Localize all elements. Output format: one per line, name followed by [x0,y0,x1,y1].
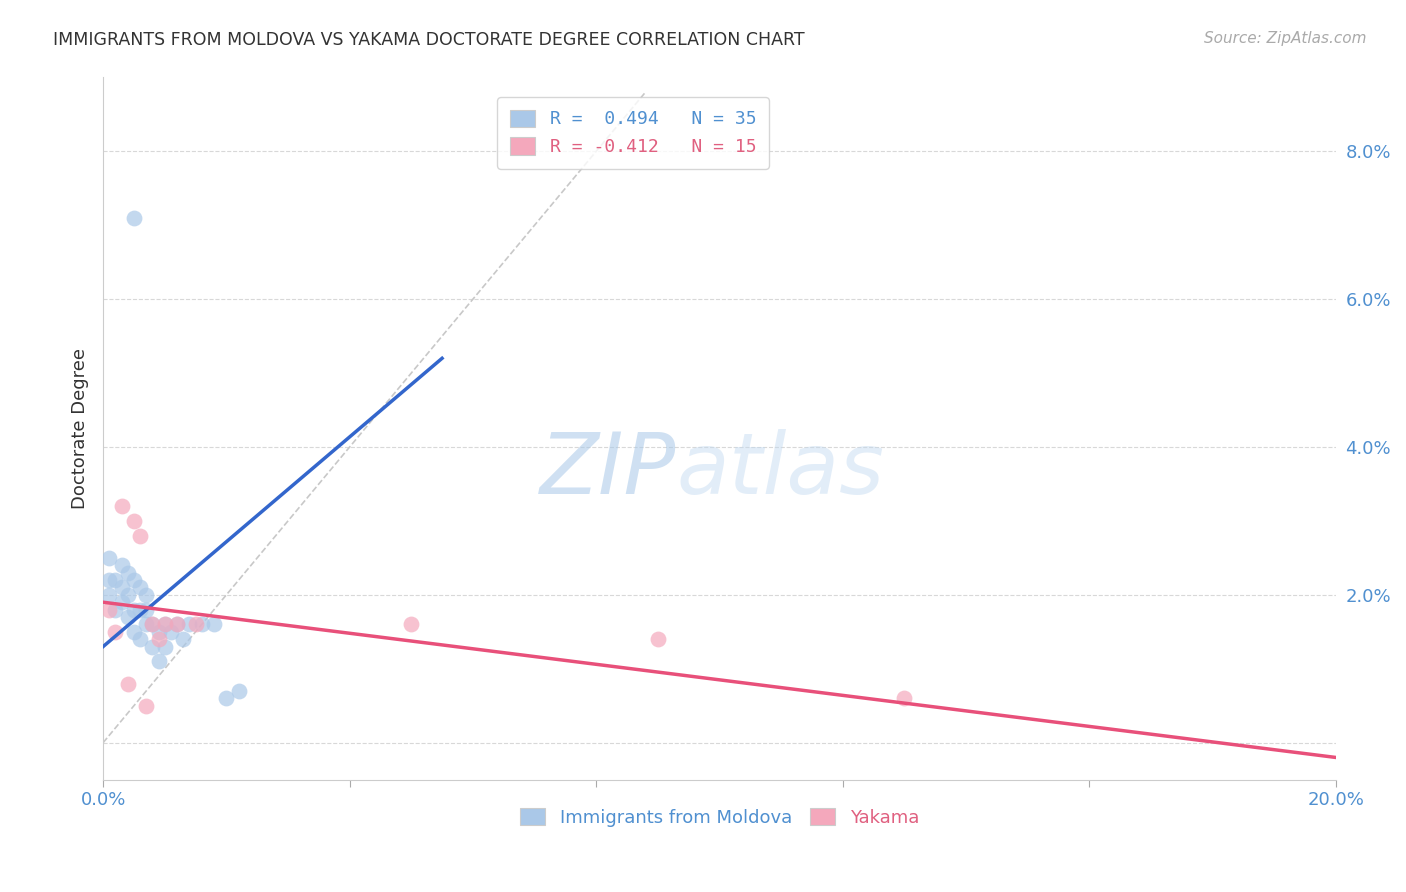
Point [129,529,152,543]
Point [148,624,170,639]
Point [122,624,145,639]
Point [104,624,127,639]
Point [110,558,132,573]
Point [117,588,139,602]
Point [129,602,152,616]
Point [122,602,145,616]
Point [122,514,145,528]
Point [401,617,423,632]
Point [141,617,163,632]
Point [153,640,176,654]
Point [215,691,238,706]
Point [228,684,250,698]
Point [117,676,139,690]
Legend: Immigrants from Moldova, Yakama: Immigrants from Moldova, Yakama [513,800,927,834]
Point [647,632,669,647]
Text: atlas: atlas [676,429,884,512]
Point [135,617,157,632]
Point [122,211,145,225]
Point [98,550,121,565]
Point [153,617,176,632]
Point [153,617,176,632]
Point [110,581,132,595]
Text: Source: ZipAtlas.com: Source: ZipAtlas.com [1204,31,1367,46]
Point [179,617,201,632]
Point [166,617,188,632]
Text: IMMIGRANTS FROM MOLDOVA VS YAKAMA DOCTORATE DEGREE CORRELATION CHART: IMMIGRANTS FROM MOLDOVA VS YAKAMA DOCTOR… [53,31,806,49]
Point [166,617,188,632]
Point [184,617,207,632]
Point [141,617,163,632]
Point [190,617,212,632]
Y-axis label: Doctorate Degree: Doctorate Degree [72,348,89,509]
Point [98,588,121,602]
Point [110,595,132,609]
Point [202,617,225,632]
Point [104,602,127,616]
Point [104,573,127,587]
Point [135,588,157,602]
Point [135,602,157,616]
Point [129,632,152,647]
Point [160,624,183,639]
Text: ZIP: ZIP [540,429,676,512]
Point [98,602,121,616]
Point [141,640,163,654]
Point [117,610,139,624]
Point [893,691,915,706]
Point [98,573,121,587]
Point [148,654,170,668]
Point [135,698,157,713]
Point [117,566,139,580]
Point [110,499,132,513]
Point [172,632,194,647]
Point [148,632,170,647]
Point [122,573,145,587]
Point [129,581,152,595]
